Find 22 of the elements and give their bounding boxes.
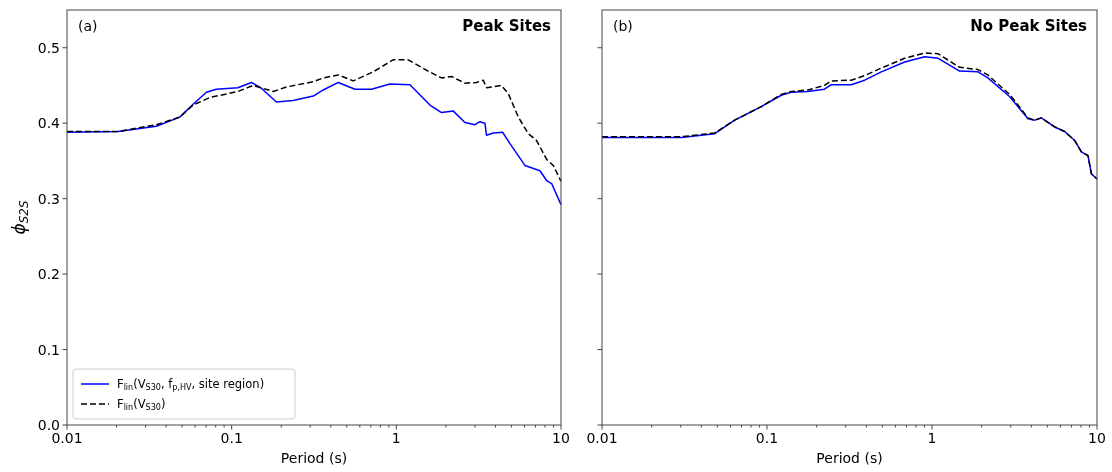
x-tick-label: 0.01 [586,430,618,446]
y-tick-label: 0.5 [37,39,60,56]
y-tick-label: 0.2 [37,266,60,283]
x-tick-label: 0.01 [51,430,83,446]
y-tick-label: 0.0 [37,417,60,433]
x-tick-label: 1 [391,430,401,446]
x-tick-label: 0.1 [220,430,243,446]
legend-label: F$_{lin}$(V$_{S30}$) [117,397,166,412]
x-tick-label: 10 [1088,430,1106,446]
annotation: (a) [78,18,98,34]
annotation: (b) [613,18,633,34]
y-tick-label: 0.4 [37,115,61,132]
x-tick-label: 10 [552,430,570,446]
legend-label: F$_{lin}$(V$_{S30}$, f$_{p,HV}$, site region) [117,377,265,392]
text: No Peak Sites [970,17,1088,35]
x-axis-title: Period (s) [816,450,883,466]
x-tick-label: 1 [927,430,937,446]
x-tick-label: 0.1 [755,430,779,446]
text: Peak Sites [462,17,552,35]
y-tick-label: 0.1 [37,341,60,358]
y-tick-label: 0.3 [37,190,60,207]
x-axis-title: Period (s) [280,450,348,466]
